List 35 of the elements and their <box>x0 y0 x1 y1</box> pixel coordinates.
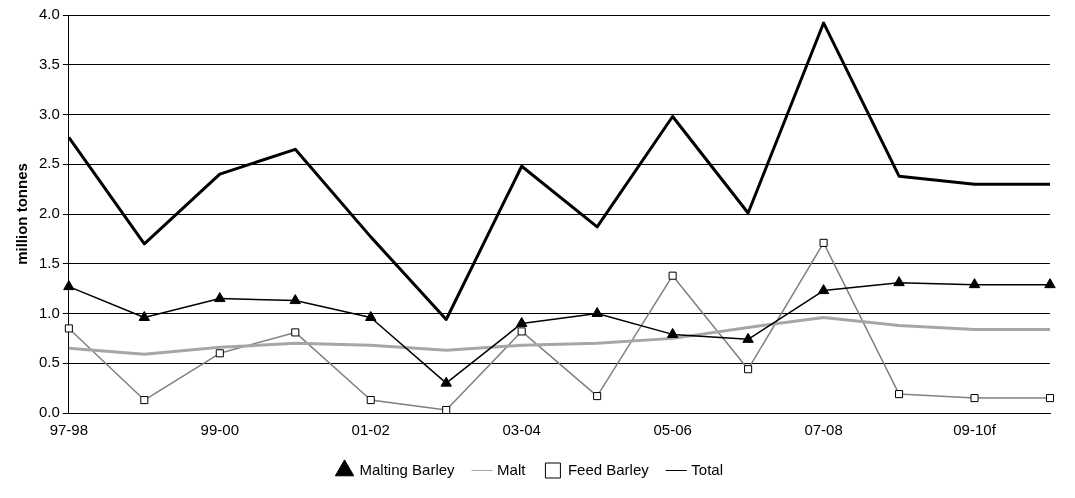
y-tick-label: 2.0 <box>38 204 60 222</box>
point <box>893 276 905 287</box>
legend-label: Malting Barley <box>359 460 456 478</box>
point <box>289 294 301 305</box>
point <box>440 376 452 387</box>
point <box>591 307 603 317</box>
point <box>666 327 679 338</box>
point <box>1044 278 1056 289</box>
y-tick-label: 3.0 <box>38 104 60 122</box>
legend-label: Feed Barley <box>567 460 650 478</box>
y-tick-label: 4.0 <box>38 5 60 23</box>
x-tick-label: 99-00 <box>200 421 239 439</box>
legend-label: Malt <box>497 460 527 478</box>
x-tick-label: 03-04 <box>502 421 541 439</box>
x-tick-label: 05-06 <box>653 421 692 439</box>
x-tick-label: 07-08 <box>804 421 843 439</box>
y-tick-label: 0.0 <box>38 403 60 421</box>
point <box>817 284 830 295</box>
point <box>214 292 226 303</box>
y-tick-label: 3.5 <box>38 54 60 72</box>
legend-label: Total <box>691 460 723 478</box>
x-tick-label: 01-02 <box>351 421 390 439</box>
y-tick-label: 0.5 <box>38 353 60 371</box>
point <box>63 280 75 291</box>
y-tick-label: 1.5 <box>38 253 60 271</box>
x-tick-label: 97-98 <box>49 421 89 439</box>
point <box>968 278 981 289</box>
y-tick-label: 2.5 <box>38 154 60 172</box>
x-tick-label: 09-10f <box>953 421 997 439</box>
y-tick-label: 1.0 <box>38 303 60 321</box>
point <box>365 310 377 321</box>
point <box>742 332 754 343</box>
y-axis-title: million tonnes <box>13 163 31 265</box>
point <box>515 316 528 327</box>
point <box>138 310 151 321</box>
